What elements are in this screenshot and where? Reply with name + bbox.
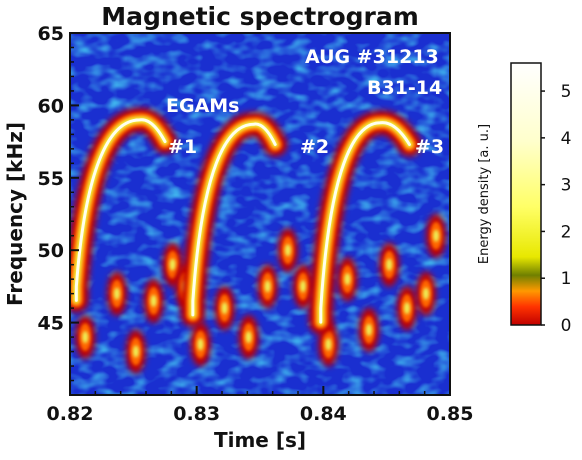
- y-tick-label: 65: [38, 23, 64, 45]
- activity-blob: [358, 307, 379, 352]
- blob-peak: [113, 287, 120, 300]
- shot-label: AUG #31213: [305, 46, 439, 68]
- egam-burst-1: [70, 107, 177, 313]
- blob-peak: [169, 258, 176, 271]
- egam-burst-2: [180, 112, 288, 327]
- activity-blob: [143, 278, 164, 323]
- colorbar-tick-label: 0: [561, 316, 572, 336]
- x-tick-label: 0.84: [300, 403, 347, 425]
- blob-peak: [300, 280, 307, 293]
- activity-blob: [190, 322, 211, 367]
- burst-label-1: #1: [168, 136, 197, 158]
- egam-label: EGAMs: [166, 95, 240, 117]
- activity-blob: [106, 271, 127, 316]
- colorbar-label: Energy density [a. u.]: [477, 124, 492, 264]
- activity-blob: [293, 264, 314, 309]
- plot-frame: [69, 32, 451, 396]
- blob-peak: [403, 302, 410, 315]
- activity-blob: [75, 315, 96, 360]
- colorbar-ticks: 0 1 2 3 4 5: [541, 82, 571, 336]
- blob-peak: [422, 287, 429, 300]
- y-tick-label: 60: [38, 95, 64, 117]
- colorbar-tick-label: 1: [561, 269, 572, 289]
- axis-ticks: 0.82 0.83 0.84 0.85 45 50 55 60 65: [38, 23, 474, 425]
- blob-peak: [344, 273, 351, 286]
- burst-peak-ridge: [319, 121, 411, 324]
- blob-peak: [197, 338, 204, 351]
- activity-blob: [396, 286, 417, 331]
- colorbar-tick-label: 4: [561, 129, 572, 149]
- probe-label: B31-14: [367, 77, 442, 99]
- y-tick-label: 45: [38, 313, 64, 335]
- burst-peak-ridge: [191, 122, 277, 317]
- blob-peak: [245, 331, 252, 344]
- colorbar-tick-label: 2: [561, 222, 572, 242]
- x-tick-label: 0.82: [47, 403, 94, 425]
- x-tick-label: 0.83: [173, 403, 220, 425]
- blob-peak: [325, 338, 332, 351]
- burst-label-2: #2: [300, 136, 329, 158]
- colorbar-tick-label: 5: [561, 82, 572, 102]
- blob-peak: [150, 294, 157, 307]
- x-tick-label: 0.85: [427, 403, 474, 425]
- activity-blob: [415, 271, 436, 316]
- activity-blob: [379, 242, 400, 287]
- x-axis-label: Time [s]: [214, 428, 306, 452]
- blob-peak: [284, 244, 291, 257]
- blob-peak: [433, 229, 440, 242]
- egam-bursts: [70, 107, 422, 335]
- blob-peak: [221, 302, 228, 315]
- activity-blob: [257, 264, 278, 309]
- y-tick-label: 50: [38, 240, 64, 262]
- activity-blob: [214, 286, 235, 331]
- colorbar: [510, 62, 542, 326]
- activity-blob: [426, 213, 447, 258]
- plot-area: [70, 33, 450, 395]
- activity-blob: [125, 329, 146, 374]
- burst-peak-ridge: [74, 118, 167, 302]
- activity-blob: [337, 257, 358, 302]
- chart-title: Magnetic spectrogram: [101, 2, 419, 31]
- y-tick-label: 55: [38, 168, 64, 190]
- colorbar-tick-label: 3: [561, 176, 572, 196]
- low-frequency-activity: [75, 213, 447, 374]
- blob-peak: [365, 323, 372, 336]
- blob-peak: [386, 258, 393, 271]
- blob-peak: [132, 345, 139, 358]
- activity-blob: [277, 228, 298, 273]
- activity-blob: [238, 315, 259, 360]
- egam-burst-3: [308, 110, 422, 335]
- y-axis-label: Frequency [kHz]: [3, 122, 27, 306]
- blob-peak: [82, 331, 89, 344]
- burst-label-3: #3: [415, 136, 444, 158]
- blob-peak: [264, 280, 271, 293]
